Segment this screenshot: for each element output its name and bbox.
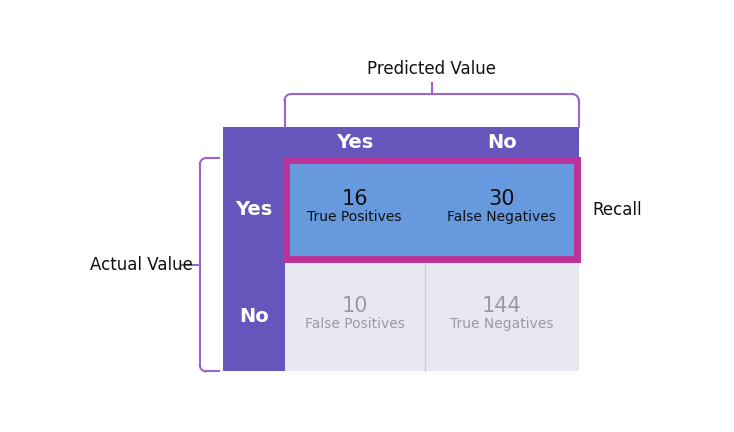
Text: Yes: Yes — [235, 200, 272, 219]
Text: 10: 10 — [341, 295, 368, 315]
Text: No: No — [239, 307, 269, 326]
FancyBboxPatch shape — [223, 261, 285, 372]
Text: 144: 144 — [482, 295, 522, 315]
Text: Recall: Recall — [592, 201, 642, 219]
FancyBboxPatch shape — [223, 158, 285, 261]
FancyBboxPatch shape — [223, 127, 578, 158]
Text: False Negatives: False Negatives — [447, 210, 556, 224]
FancyBboxPatch shape — [425, 261, 578, 372]
Text: 16: 16 — [341, 189, 368, 209]
FancyBboxPatch shape — [285, 158, 425, 261]
Text: Predicted Value: Predicted Value — [367, 60, 496, 78]
Text: No: No — [487, 133, 517, 152]
Text: Yes: Yes — [336, 133, 374, 152]
Text: 30: 30 — [488, 189, 515, 209]
FancyBboxPatch shape — [285, 261, 425, 372]
FancyBboxPatch shape — [425, 158, 578, 261]
Text: True Positives: True Positives — [308, 210, 402, 224]
Text: True Negatives: True Negatives — [450, 317, 553, 331]
Text: False Positives: False Positives — [305, 317, 404, 331]
Text: Actual Value: Actual Value — [90, 256, 193, 274]
